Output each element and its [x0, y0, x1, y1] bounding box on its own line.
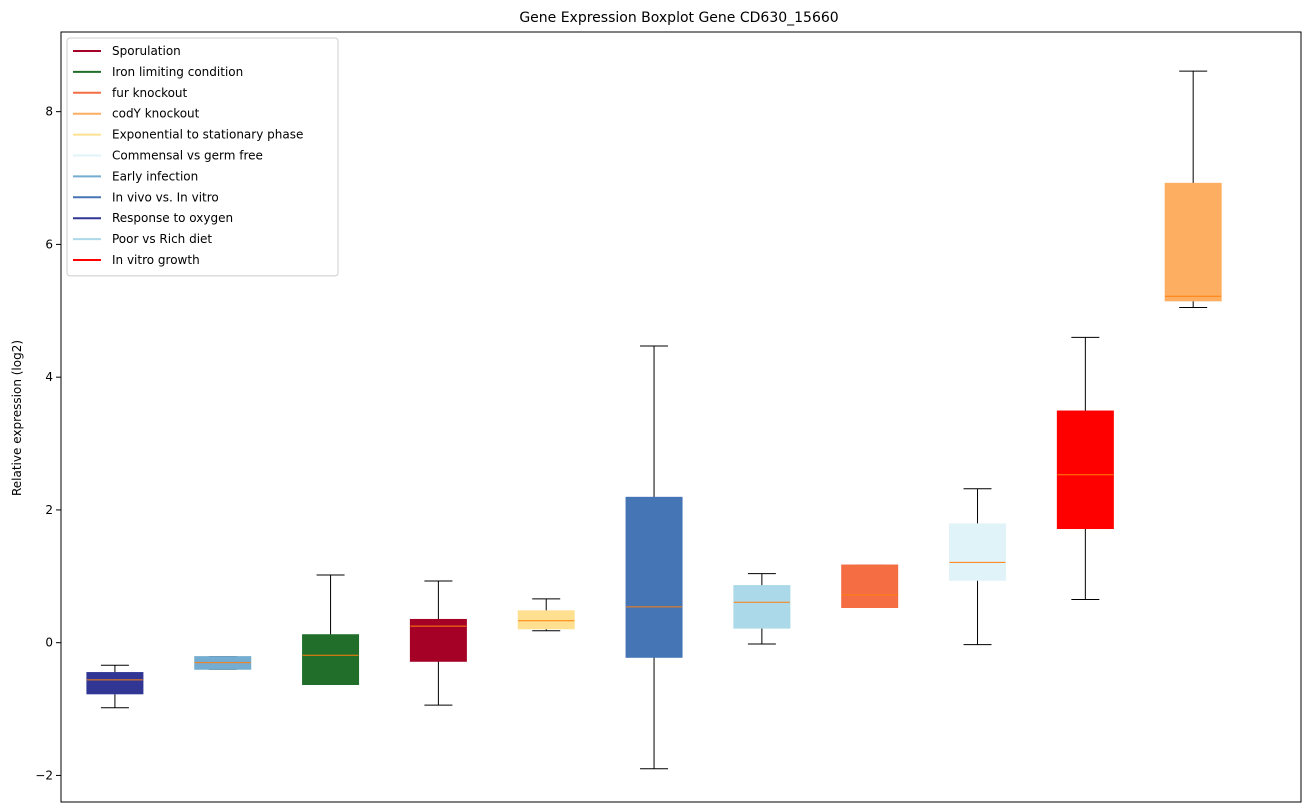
legend-label: Response to oxygen [112, 211, 233, 225]
legend-entry: Iron limiting condition [73, 65, 243, 79]
y-axis: −2 0 2 4 6 8 [35, 105, 61, 782]
legend-label: Poor vs Rich diet [112, 232, 212, 246]
y-tick-label: −2 [35, 768, 53, 782]
y-tick-label: 2 [45, 503, 53, 517]
box-body [1164, 182, 1222, 302]
box-exponential-to-stationary-phase [517, 598, 575, 632]
y-tick-label: 0 [45, 636, 53, 650]
box-in-vivo-vs-in-vitro [625, 345, 683, 770]
box-body [949, 523, 1007, 581]
y-axis-label: Relative expression (log2) [10, 340, 24, 496]
legend-entry: Poor vs Rich diet [73, 232, 212, 246]
legend-entry: Commensal vs germ free [73, 149, 263, 163]
legend-label: fur knockout [112, 86, 188, 100]
legend-label: Sporulation [112, 44, 181, 58]
box-fur-knockout [841, 564, 899, 609]
plot-frame [60, 31, 1302, 803]
legend-entry: In vivo vs. In vitro [73, 190, 219, 204]
y-tick-label: 8 [45, 105, 53, 119]
box-body [1056, 410, 1114, 530]
legend-entry: fur knockout [73, 86, 188, 100]
box-body [517, 610, 575, 630]
chart-title: Gene Expression Boxplot Gene CD630_15660 [519, 10, 838, 26]
box-in-vitro-growth [1056, 336, 1114, 601]
legend-label: Iron limiting condition [112, 65, 243, 79]
box-body [302, 634, 360, 686]
box-body [625, 496, 683, 658]
box-body [86, 672, 144, 695]
legend-frame [66, 37, 339, 277]
box-cody-knockout [1164, 70, 1222, 308]
legend-label: Commensal vs germ free [112, 149, 263, 163]
legend-entry: codY knockout [73, 107, 200, 121]
legend-entry: Response to oxygen [73, 211, 233, 225]
legend: Sporulation Iron limiting condition fur kn… [66, 37, 339, 277]
legend-label: Exponential to stationary phase [112, 128, 303, 142]
y-tick-label: 4 [45, 370, 53, 384]
box-early-infection [194, 656, 252, 670]
legend-label: codY knockout [112, 107, 200, 121]
legend-label: Early infection [112, 169, 198, 183]
legend-entry: Sporulation [73, 44, 181, 58]
box-poor-vs-rich-diet [733, 573, 791, 645]
legend-entry: In vitro growth [73, 253, 200, 267]
legend-label: In vitro growth [112, 253, 200, 267]
box-iron-limiting-condition [302, 574, 360, 686]
boxes-group [86, 70, 1222, 770]
box-commensal-vs-germ-free [949, 488, 1007, 646]
legend-entry: Exponential to stationary phase [73, 128, 303, 142]
box-body [841, 564, 899, 609]
box-response-to-oxygen [86, 664, 144, 709]
legend-label: In vivo vs. In vitro [112, 190, 219, 204]
box-sporulation [409, 580, 467, 706]
box-body [733, 585, 791, 629]
legend-entry: Early infection [73, 169, 198, 183]
y-tick-label: 6 [45, 237, 53, 251]
